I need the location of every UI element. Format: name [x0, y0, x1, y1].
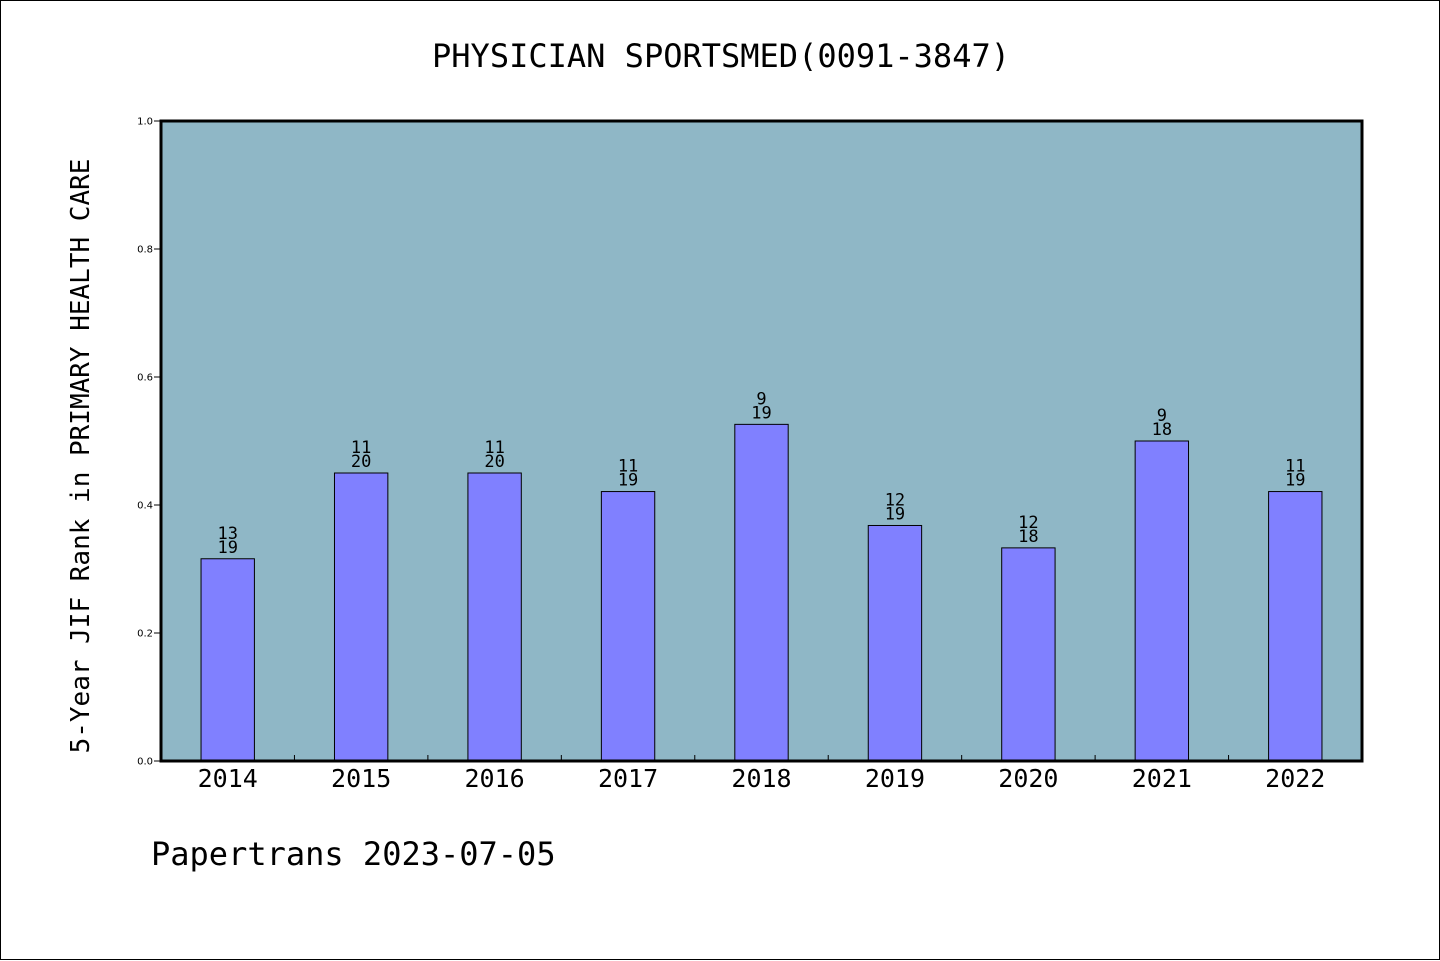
bar	[867, 524, 923, 762]
y-tick-label: 0.8	[137, 245, 153, 256]
chart-title: PHYSICIAN SPORTSMED(0091-3847)	[432, 37, 1010, 75]
bar-label-bottom: 20	[484, 452, 504, 472]
x-tick-label: 2018	[731, 764, 791, 793]
bar-label-bottom: 19	[751, 403, 771, 423]
x-tick-label: 2021	[1132, 764, 1192, 793]
y-tick-label: 0.0	[137, 757, 153, 768]
bar	[734, 423, 789, 762]
bar	[200, 558, 255, 762]
y-tick-label: 0.4	[137, 501, 153, 512]
bar-label-bottom: 18	[1018, 527, 1038, 547]
bar	[600, 491, 656, 762]
bar	[333, 472, 389, 762]
x-tick-label: 2020	[998, 764, 1058, 793]
bar-label-top: 13	[217, 524, 237, 544]
y-tick-label: 1.0	[137, 117, 153, 128]
bar	[1001, 547, 1056, 762]
bar-label-top: 11	[618, 457, 638, 477]
bar-label-bottom: 20	[351, 452, 371, 472]
x-tick-label: 2022	[1265, 764, 1325, 793]
bar	[467, 472, 522, 762]
bar-label-bottom: 19	[217, 538, 237, 558]
bar-label-top: 11	[351, 438, 371, 458]
bar-label-bottom: 18	[1152, 420, 1172, 440]
bar-label-bottom: 19	[618, 471, 638, 491]
bar-label-top: 12	[885, 490, 905, 510]
bar-label-top: 11	[484, 438, 504, 458]
x-tick-label: 2015	[331, 764, 391, 793]
bar-label-bottom: 19	[1285, 471, 1305, 491]
bar-label-top: 9	[1157, 406, 1167, 426]
plot-frame	[159, 119, 1364, 763]
y-tick-label: 0.6	[137, 373, 153, 384]
x-tick-label: 2017	[598, 764, 658, 793]
bar	[1134, 440, 1190, 762]
x-tick-label: 2014	[198, 764, 258, 793]
bar-label-bottom: 19	[885, 504, 905, 524]
footer-text: Papertrans 2023-07-05	[151, 835, 556, 873]
y-tick-label: 0.2	[137, 629, 153, 640]
bar	[1268, 491, 1323, 762]
bar-label-top: 9	[756, 389, 766, 409]
x-tick-label: 2016	[465, 764, 525, 793]
x-tick-label: 2019	[865, 764, 925, 793]
bar-label-top: 11	[1285, 457, 1305, 477]
bar-label-top: 12	[1018, 513, 1038, 533]
